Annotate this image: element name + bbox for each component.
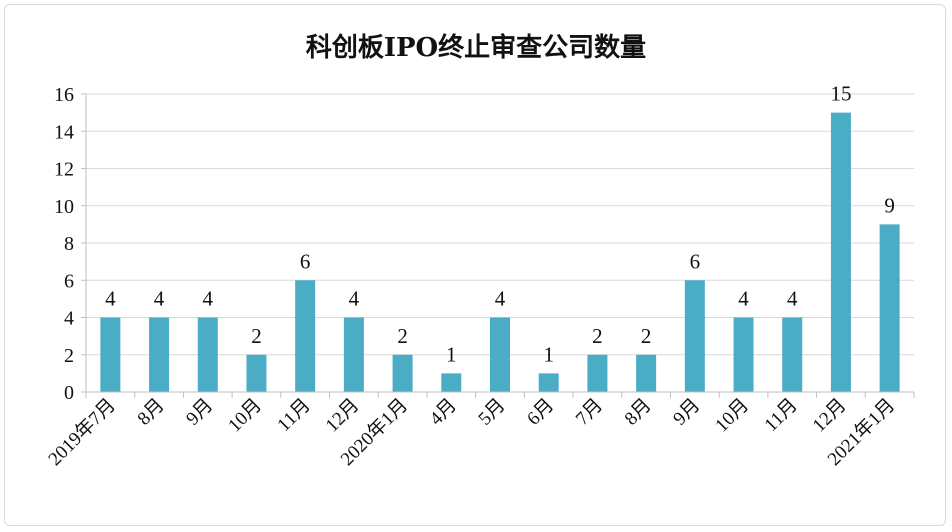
data-label: 4 [203, 287, 214, 311]
data-label: 6 [300, 249, 311, 273]
y-tick-label: 12 [54, 159, 74, 181]
bar [197, 317, 218, 392]
bar [830, 112, 851, 392]
y-tick-label: 6 [64, 270, 74, 292]
bar [149, 317, 170, 392]
data-label: 2 [641, 324, 652, 348]
y-tick-label: 8 [64, 233, 74, 255]
x-tick-label: 10月 [224, 395, 266, 437]
chart-title: 科创板IPO终止审查公司数量 [306, 32, 646, 63]
bar [538, 373, 559, 392]
bar [733, 317, 754, 392]
x-tick-label: 8月 [621, 395, 656, 430]
x-tick-label: 11月 [761, 395, 802, 436]
data-label: 2 [251, 324, 262, 348]
bar [295, 280, 316, 392]
bar [684, 280, 705, 392]
data-label: 2 [397, 324, 408, 348]
x-tick-label: 8月 [134, 395, 169, 430]
bar [490, 317, 510, 392]
data-label: 4 [787, 287, 798, 311]
data-label: 4 [105, 287, 116, 311]
bar [246, 354, 267, 392]
bar [636, 354, 657, 392]
x-tick-label: 4月 [426, 395, 461, 430]
bar [587, 354, 608, 392]
x-tick-label: 10月 [711, 395, 753, 437]
x-tick-label: 12月 [809, 395, 851, 437]
bar [100, 317, 121, 392]
x-tick-label: 12月 [322, 395, 364, 437]
bar [343, 317, 364, 392]
data-label: 4 [495, 287, 506, 311]
data-label: 1 [446, 342, 457, 366]
data-label: 4 [349, 287, 360, 311]
bars [100, 112, 900, 392]
x-tick-label: 11月 [273, 395, 314, 436]
chart-frame [4, 4, 946, 526]
data-label: 6 [690, 249, 701, 273]
y-tick-label: 10 [54, 196, 74, 218]
data-label: 4 [738, 287, 749, 311]
x-tick-label: 7月 [572, 395, 607, 430]
bar [441, 373, 462, 392]
y-tick-label: 14 [54, 121, 74, 143]
y-tick-label: 2 [64, 345, 74, 367]
data-label: 9 [884, 193, 895, 217]
data-labels: 4 4 4 2 6 4 2 1 4 1 2 2 6 4 4 15 9 [105, 82, 895, 367]
bar [879, 224, 900, 392]
data-label: 4 [154, 287, 165, 311]
y-axis: 0 2 4 6 8 10 12 14 16 [54, 84, 87, 404]
gridlines [86, 93, 914, 356]
x-tick-label: 9月 [182, 395, 217, 430]
bar [782, 317, 803, 392]
data-label: 2 [592, 324, 603, 348]
x-tick-label: 2019年7月 [44, 394, 120, 470]
bar [392, 354, 413, 392]
y-tick-label: 0 [64, 382, 74, 404]
y-tick-label: 16 [54, 84, 74, 106]
data-label: 1 [543, 342, 554, 366]
data-label: 15 [830, 82, 851, 106]
x-tick-label: 9月 [669, 395, 704, 430]
y-tick-label: 4 [64, 308, 74, 330]
x-tick-label: 5月 [475, 395, 510, 430]
x-tick-label: 6月 [523, 395, 558, 430]
